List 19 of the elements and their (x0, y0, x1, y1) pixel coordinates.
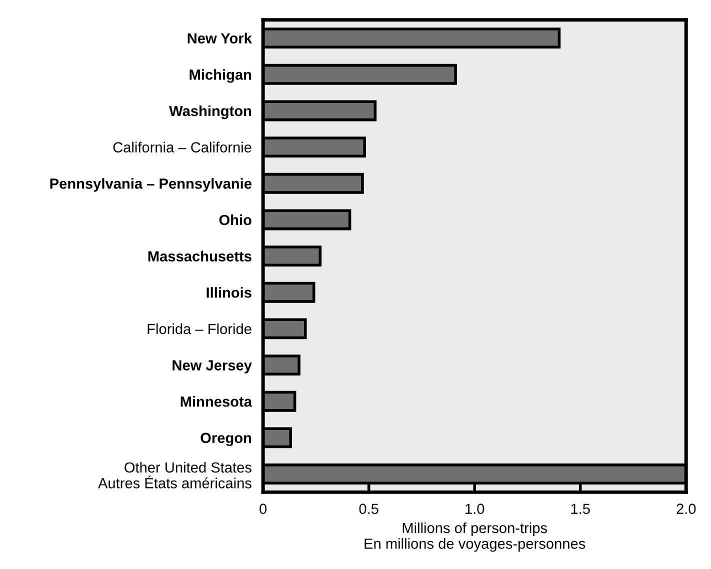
y-tick-label: Michigan (190, 69, 252, 83)
y-tick-label: Washington (169, 105, 252, 120)
y-tick-label: Massachusetts (148, 250, 252, 262)
x-tick-label: 1.5 (571, 504, 590, 514)
y-tick-label: California – Californie (113, 142, 252, 152)
y-tick-label: Other United States Autres États américains (98, 462, 252, 488)
y-tick-label: Florida – Floride (148, 323, 252, 334)
x-axis-title: Millions of person-trips En millions de voyages-personnes (364, 522, 586, 552)
x-tick-label: 0 (260, 504, 267, 514)
y-tick-label: Oregon (200, 432, 252, 446)
y-tick-label: Pennsylvania – Pennsylvanie (50, 178, 252, 192)
y-tick-label: New York (188, 32, 252, 44)
x-tick-label: 2.0 (676, 504, 696, 514)
y-tick-label: New Jersey (172, 360, 252, 374)
y-tick-label: Illinois (206, 287, 252, 298)
y-tick-label: Minnesota (180, 396, 252, 407)
x-tick-label: 1.0 (466, 504, 484, 514)
x-tick-label: 0.5 (359, 504, 378, 514)
y-tick-label: Ohio (219, 214, 252, 226)
